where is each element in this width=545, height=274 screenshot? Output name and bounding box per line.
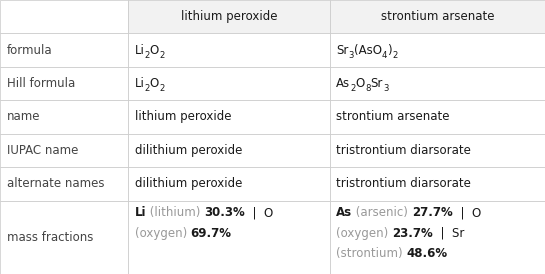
- Bar: [0, 0, 128, 33]
- Text: (strontium): (strontium): [336, 247, 407, 261]
- Text: (oxygen): (oxygen): [336, 227, 392, 240]
- Text: lithium peroxide: lithium peroxide: [180, 10, 277, 23]
- Text: lithium peroxide: lithium peroxide: [135, 110, 231, 124]
- Bar: [330, 33, 545, 67]
- Text: Li: Li: [135, 44, 144, 57]
- Bar: [330, 100, 545, 134]
- Bar: [128, 134, 330, 167]
- Text: |  O: | O: [245, 206, 273, 219]
- Text: strontium arsenate: strontium arsenate: [380, 10, 494, 23]
- Text: 23.7%: 23.7%: [392, 227, 433, 240]
- Text: tristrontium diarsorate: tristrontium diarsorate: [336, 144, 471, 157]
- Bar: [330, 67, 545, 100]
- Text: formula: formula: [7, 44, 52, 57]
- Text: (lithium): (lithium): [146, 206, 204, 219]
- Text: Sr: Sr: [336, 44, 349, 57]
- Text: As: As: [336, 77, 350, 90]
- Bar: [128, 167, 330, 201]
- Bar: [0, 201, 128, 274]
- Text: Hill formula: Hill formula: [7, 77, 75, 90]
- Text: tristrontium diarsorate: tristrontium diarsorate: [336, 177, 471, 190]
- Text: 2: 2: [159, 51, 165, 59]
- Bar: [128, 100, 330, 134]
- Text: Li: Li: [135, 206, 146, 219]
- Bar: [330, 167, 545, 201]
- Text: IUPAC name: IUPAC name: [7, 144, 78, 157]
- Text: strontium arsenate: strontium arsenate: [336, 110, 450, 124]
- Text: 2: 2: [350, 84, 356, 93]
- Text: As: As: [336, 206, 353, 219]
- Bar: [128, 67, 330, 100]
- Bar: [128, 201, 330, 274]
- Text: 3: 3: [349, 51, 354, 59]
- Text: 30.3%: 30.3%: [204, 206, 245, 219]
- Text: |  Sr: | Sr: [433, 227, 464, 240]
- Text: 48.6%: 48.6%: [407, 247, 448, 261]
- Text: 2: 2: [144, 84, 150, 93]
- Bar: [0, 100, 128, 134]
- Text: (AsO: (AsO: [354, 44, 382, 57]
- Text: 69.7%: 69.7%: [191, 227, 232, 240]
- Text: mass fractions: mass fractions: [7, 231, 93, 244]
- Text: alternate names: alternate names: [7, 177, 104, 190]
- Bar: [0, 67, 128, 100]
- Bar: [128, 0, 330, 33]
- Bar: [0, 33, 128, 67]
- Text: 8: 8: [365, 84, 371, 93]
- Text: name: name: [7, 110, 40, 124]
- Bar: [330, 134, 545, 167]
- Text: 27.7%: 27.7%: [412, 206, 453, 219]
- Bar: [330, 0, 545, 33]
- Text: O: O: [150, 77, 159, 90]
- Text: (arsenic): (arsenic): [353, 206, 412, 219]
- Text: Li: Li: [135, 77, 144, 90]
- Text: 2: 2: [159, 84, 165, 93]
- Text: (oxygen): (oxygen): [135, 227, 191, 240]
- Text: Sr: Sr: [371, 77, 383, 90]
- Text: 2: 2: [392, 51, 397, 59]
- Bar: [128, 33, 330, 67]
- Bar: [330, 201, 545, 274]
- Text: O: O: [150, 44, 159, 57]
- Text: |  O: | O: [453, 206, 481, 219]
- Text: dilithium peroxide: dilithium peroxide: [135, 144, 242, 157]
- Text: 4: 4: [382, 51, 387, 59]
- Text: 2: 2: [144, 51, 150, 59]
- Bar: [0, 134, 128, 167]
- Text: dilithium peroxide: dilithium peroxide: [135, 177, 242, 190]
- Bar: [0, 167, 128, 201]
- Text: O: O: [356, 77, 365, 90]
- Text: ): ): [387, 44, 392, 57]
- Text: 3: 3: [383, 84, 388, 93]
